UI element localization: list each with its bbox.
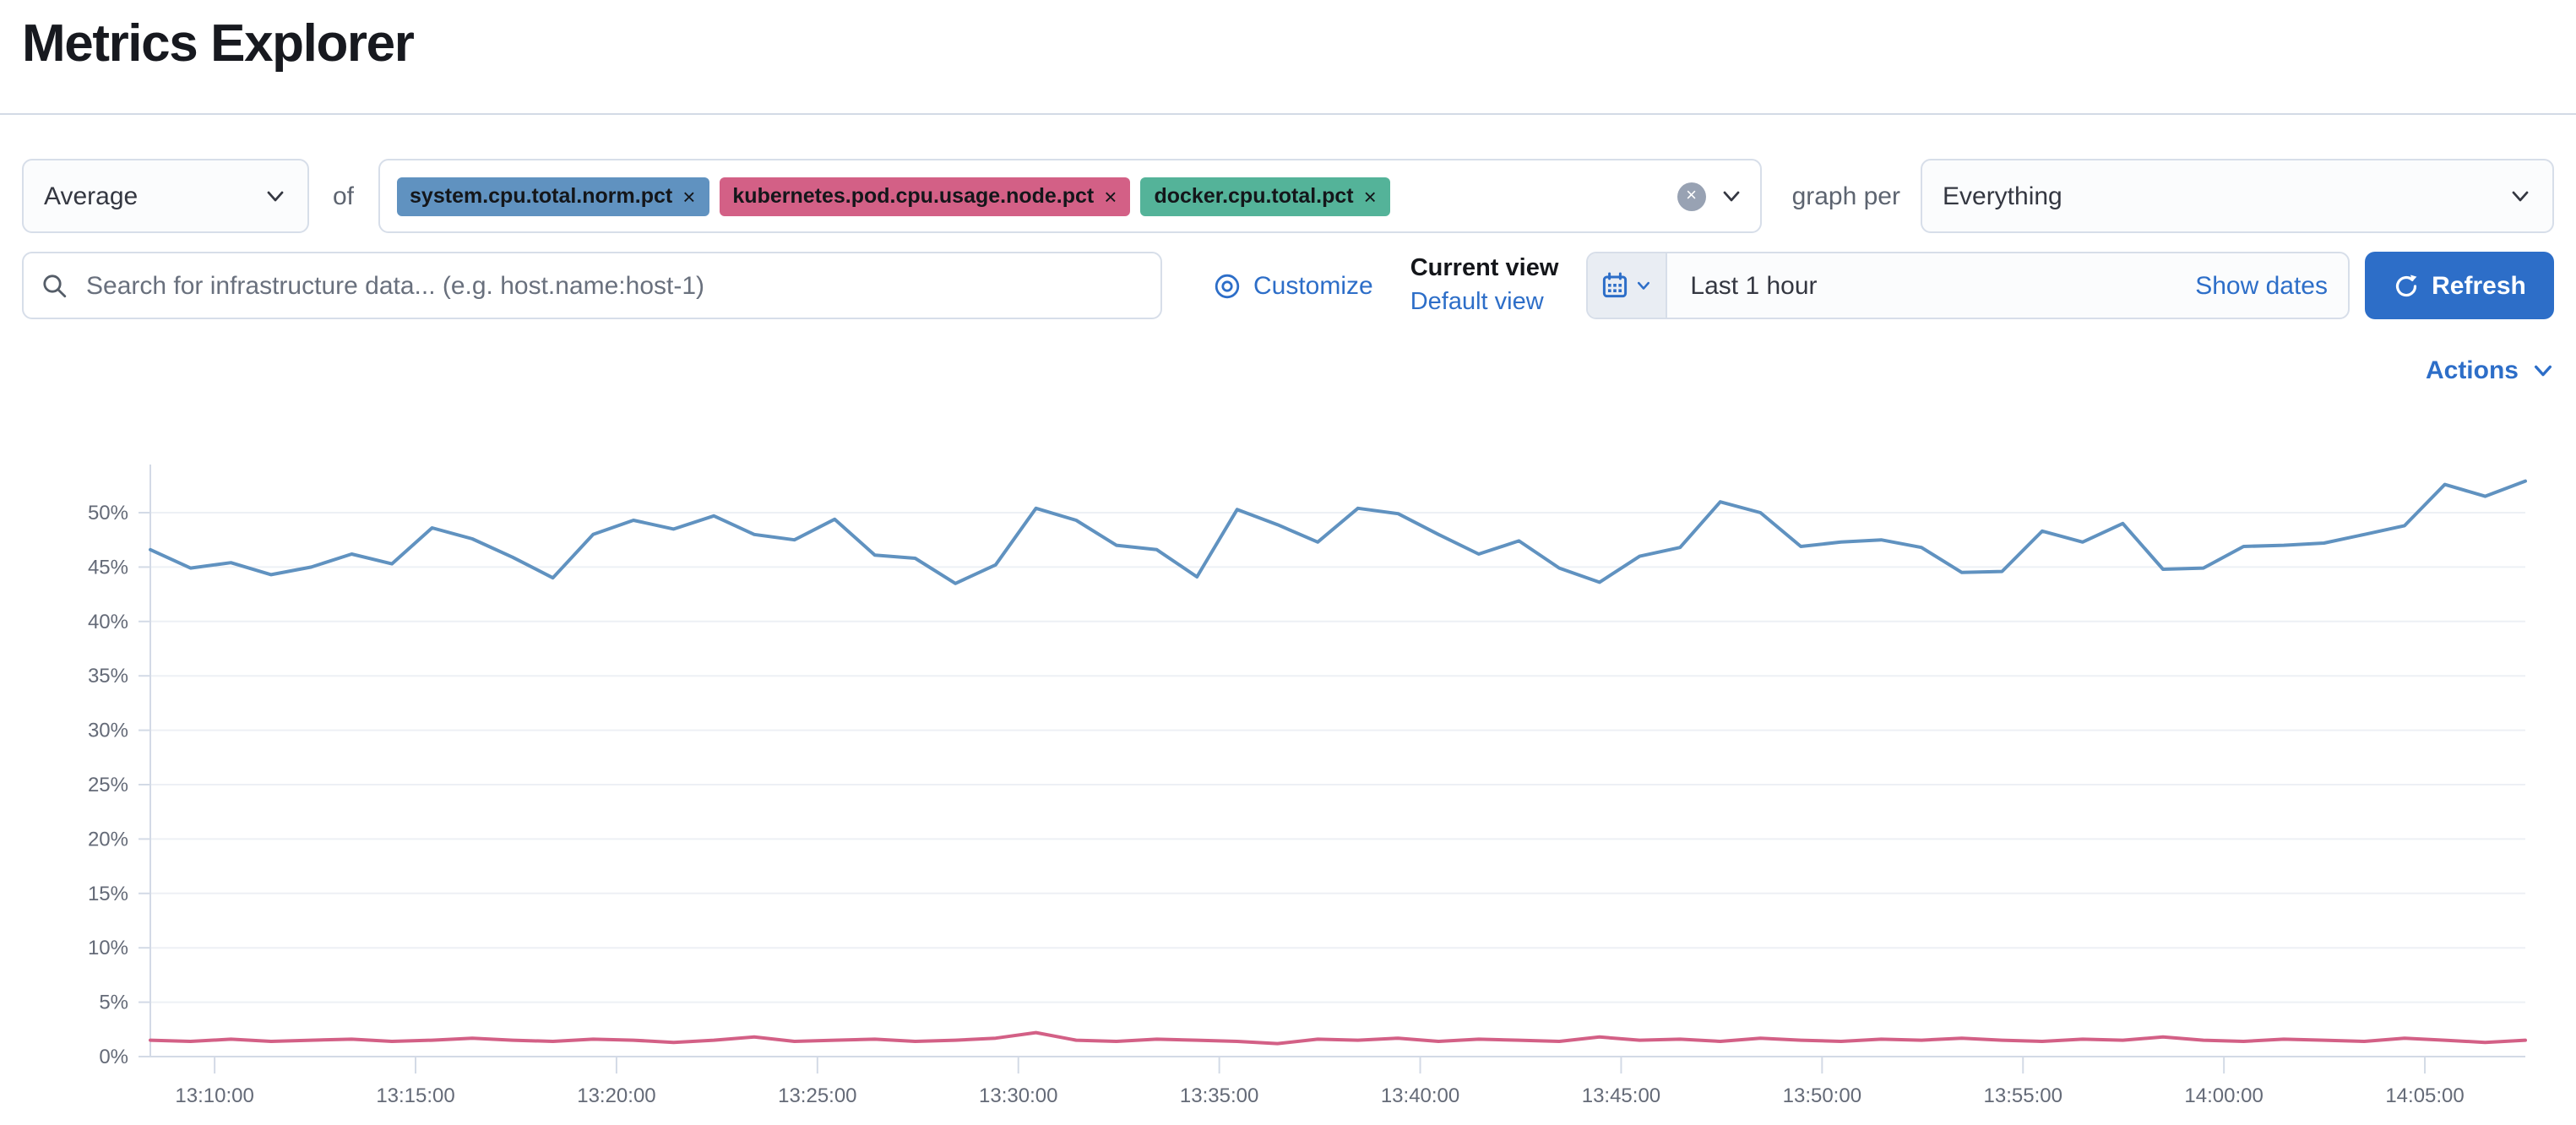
clear-all-icon[interactable]: × bbox=[1677, 182, 1706, 210]
svg-text:13:35:00: 13:35:00 bbox=[1180, 1084, 1258, 1107]
svg-text:13:55:00: 13:55:00 bbox=[1984, 1084, 2062, 1107]
svg-text:45%: 45% bbox=[88, 556, 128, 579]
svg-text:13:25:00: 13:25:00 bbox=[778, 1084, 856, 1107]
svg-text:10%: 10% bbox=[88, 937, 128, 959]
svg-text:50%: 50% bbox=[88, 502, 128, 524]
metrics-chart-container: 0% 5% 10% 15% 20% 25% 30% 35% 40% 45% 50% 13:10:00 1… bbox=[0, 451, 2576, 1117]
chart-header: Actions bbox=[0, 353, 2554, 387]
svg-text:20%: 20% bbox=[88, 828, 128, 851]
refresh-icon bbox=[2395, 274, 2416, 296]
metric-tag-label: docker.cpu.total.pct bbox=[1154, 184, 1354, 208]
combobox-controls: × bbox=[1677, 182, 1743, 210]
chevron-down-icon bbox=[2534, 364, 2552, 376]
svg-text:30%: 30% bbox=[88, 720, 128, 742]
search-toolbar: Customize Current view Default view Last… bbox=[22, 252, 2554, 319]
chevron-down-icon[interactable] bbox=[1720, 184, 1743, 208]
chevron-down-icon bbox=[2512, 191, 2529, 202]
chevron-down-icon bbox=[267, 191, 284, 202]
svg-text:13:10:00: 13:10:00 bbox=[175, 1084, 253, 1107]
svg-text:13:20:00: 13:20:00 bbox=[577, 1084, 655, 1107]
refresh-label: Refresh bbox=[2432, 271, 2526, 300]
customize-button[interactable]: Customize bbox=[1213, 271, 1373, 300]
svg-text:35%: 35% bbox=[88, 665, 128, 688]
metrics-combobox[interactable]: system.cpu.total.norm.pct × kubernetes.p… bbox=[378, 159, 1762, 233]
graph-per-value: Everything bbox=[1943, 182, 2062, 210]
remove-tag-icon[interactable]: × bbox=[682, 183, 696, 209]
svg-text:14:05:00: 14:05:00 bbox=[2385, 1084, 2464, 1107]
svg-text:13:45:00: 13:45:00 bbox=[1582, 1084, 1660, 1107]
metric-tag[interactable]: docker.cpu.total.pct × bbox=[1140, 177, 1390, 215]
chevron-down-icon bbox=[1637, 281, 1649, 290]
date-picker: Last 1 hour Show dates bbox=[1585, 252, 2350, 319]
search-input[interactable] bbox=[83, 269, 1144, 302]
show-dates-button[interactable]: Show dates bbox=[2195, 271, 2328, 300]
metrics-chart[interactable]: 0% 5% 10% 15% 20% 25% 30% 35% 40% 45% 50% 13:10:00 1… bbox=[0, 451, 2576, 1117]
remove-tag-icon[interactable]: × bbox=[1104, 183, 1117, 209]
graph-per-select[interactable]: Everything bbox=[1921, 159, 2554, 233]
actions-menu-button[interactable]: Actions bbox=[2426, 356, 2554, 384]
svg-text:5%: 5% bbox=[99, 992, 128, 1014]
svg-text:13:50:00: 13:50:00 bbox=[1783, 1084, 1861, 1107]
svg-text:13:40:00: 13:40:00 bbox=[1381, 1084, 1459, 1107]
series-line bbox=[149, 1030, 2527, 1046]
default-view-link[interactable]: Default view bbox=[1410, 289, 1544, 316]
metrics-explorer-page: Metrics Explorer Average of system.cpu.t… bbox=[0, 8, 2576, 1117]
svg-text:15%: 15% bbox=[88, 883, 128, 905]
svg-text:25%: 25% bbox=[88, 774, 128, 796]
calendar-icon bbox=[1602, 272, 1627, 298]
svg-text:14:00:00: 14:00:00 bbox=[2184, 1084, 2263, 1107]
search-box[interactable] bbox=[22, 252, 1162, 319]
metric-tag[interactable]: system.cpu.total.norm.pct × bbox=[396, 177, 709, 215]
view-switcher: Current view Default view bbox=[1410, 252, 1559, 319]
actions-label: Actions bbox=[2425, 356, 2519, 384]
header-divider bbox=[0, 113, 2576, 115]
quick-select-button[interactable] bbox=[1587, 253, 1667, 318]
metric-tag[interactable]: kubernetes.pod.cpu.usage.node.pct × bbox=[719, 177, 1131, 215]
svg-text:40%: 40% bbox=[88, 611, 128, 633]
current-view-label: Current view bbox=[1410, 255, 1559, 282]
graph-per-label: graph per bbox=[1791, 182, 1900, 210]
customize-icon bbox=[1215, 273, 1240, 298]
metrics-toolbar: Average of system.cpu.total.norm.pct × k… bbox=[22, 159, 2554, 233]
customize-label: Customize bbox=[1253, 271, 1373, 300]
metric-tag-label: system.cpu.total.norm.pct bbox=[410, 184, 673, 208]
aggregation-value: Average bbox=[44, 182, 139, 210]
remove-tag-icon[interactable]: × bbox=[1363, 183, 1377, 209]
svg-text:13:15:00: 13:15:00 bbox=[376, 1084, 454, 1107]
metric-tag-label: kubernetes.pod.cpu.usage.node.pct bbox=[732, 184, 1095, 208]
search-icon bbox=[43, 274, 67, 297]
svg-text:0%: 0% bbox=[99, 1046, 128, 1068]
series-line bbox=[149, 479, 2527, 585]
aggregation-select[interactable]: Average bbox=[22, 159, 309, 233]
refresh-button[interactable]: Refresh bbox=[2365, 252, 2554, 319]
page-title: Metrics Explorer bbox=[22, 14, 415, 73]
time-range-value[interactable]: Last 1 hour bbox=[1690, 271, 1818, 300]
svg-text:13:30:00: 13:30:00 bbox=[979, 1084, 1057, 1107]
of-label: of bbox=[333, 182, 355, 210]
